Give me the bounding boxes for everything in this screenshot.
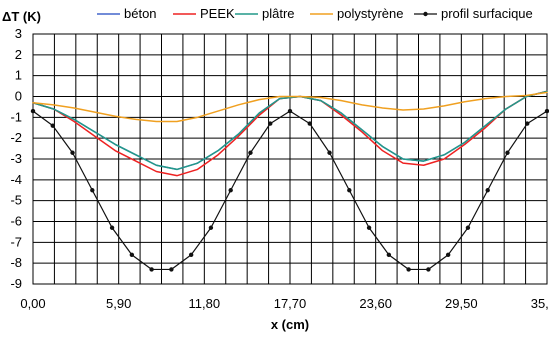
data-point [90, 188, 95, 193]
data-point [228, 188, 233, 193]
y-tick-label: 1 [15, 68, 22, 83]
data-point [386, 252, 392, 258]
y-tick-label: -3 [10, 151, 22, 166]
data-point [406, 267, 411, 272]
data-point [544, 108, 549, 114]
y-tick-label: -9 [10, 276, 22, 291]
legend-item-1: béton [97, 6, 157, 21]
x-tick-label: 35,40 [531, 296, 549, 311]
y-tick-label: -2 [10, 130, 22, 145]
data-point [525, 121, 530, 126]
legend-item-2: PEEK [173, 6, 235, 21]
legend-label: polystyrène [337, 6, 403, 21]
data-point [188, 252, 194, 258]
data-point [426, 267, 431, 272]
data-point [50, 123, 55, 128]
data-point [307, 121, 312, 126]
data-point [109, 225, 115, 230]
data-point [366, 225, 372, 230]
data-point [485, 188, 490, 193]
legend-item-3: plâtre [235, 6, 295, 21]
y-tick-label: -4 [10, 172, 22, 187]
x-tick-label: 17,70 [274, 296, 307, 311]
data-point [347, 188, 352, 193]
data-point [129, 252, 135, 258]
series-group [30, 90, 549, 272]
x-tick-label: 23,60 [359, 296, 392, 311]
legend-label: PEEK [200, 6, 235, 21]
x-axis-title: x (cm) [271, 317, 309, 332]
y-tick-label: 2 [15, 47, 22, 62]
data-point [70, 150, 75, 155]
data-point [149, 267, 154, 272]
legend-label: béton [124, 6, 157, 21]
data-point [287, 108, 293, 114]
legend-label: plâtre [262, 6, 295, 21]
y-tick-label: 0 [15, 89, 22, 104]
legend: béton PEEK plâtre polystyrène profil surfaci… [97, 6, 533, 21]
grid [32, 33, 548, 285]
data-point [268, 121, 273, 126]
data-point [208, 225, 214, 230]
x-tick-label: 5,90 [106, 296, 131, 311]
x-tick-label: 0,00 [20, 296, 45, 311]
y-tick-label: 3 [15, 26, 22, 41]
data-point [248, 150, 253, 155]
y-tick-label: -6 [10, 214, 22, 229]
y-tick-label: -8 [10, 255, 22, 270]
legend-item-4: polystyrène [310, 6, 403, 21]
series-line-pl-tre [32, 90, 548, 171]
x-tick-label: 29,50 [445, 296, 478, 311]
legend-item-5: profil surfacique [414, 6, 533, 21]
legend-label: profil surfacique [441, 6, 533, 21]
y-tick-label: -1 [10, 109, 22, 124]
series-line-polystyr-ne [32, 91, 548, 123]
data-point [465, 225, 471, 230]
y-axis-title: ΔT (K) [2, 9, 41, 24]
data-point [169, 267, 174, 272]
x-tick-label: 11,80 [189, 296, 221, 311]
data-point [327, 150, 332, 155]
data-point [445, 252, 451, 258]
data-point [30, 108, 36, 114]
y-tick-label: -7 [10, 234, 22, 249]
axes: 3 2 1 0 -1 -2 -3 -4 -5 -6 -7 -8 -9 0,00 5,90 11,80 17,70… [2, 9, 549, 332]
data-point [505, 150, 510, 155]
y-tick-label: -5 [10, 193, 22, 208]
legend-marker [423, 11, 428, 17]
